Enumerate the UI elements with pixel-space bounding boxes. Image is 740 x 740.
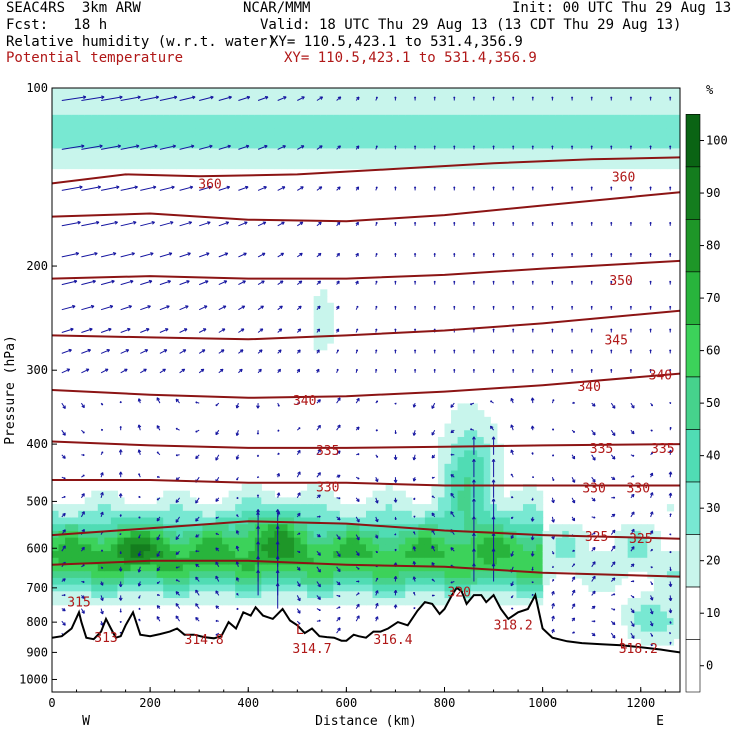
wind-vectors — [61, 95, 673, 647]
x-tick-label: 1000 — [528, 696, 557, 710]
x-axis-label: Distance (km) — [315, 714, 417, 729]
colorbar-swatch — [685, 219, 701, 273]
contour-label: 318.2 — [619, 642, 658, 657]
contour-label: 340 — [649, 368, 672, 383]
theta-contour-340 — [52, 372, 680, 399]
colorbar-swatch — [685, 271, 701, 325]
contour-label: 325 — [585, 530, 608, 545]
y-tick-label: 400 — [26, 437, 48, 451]
colorbar-label: 80 — [706, 239, 720, 253]
init-time: Init: 00 UTC Thu 29 Aug 13 — [512, 0, 732, 16]
colorbar-swatch — [685, 481, 701, 535]
contour-label: 340 — [577, 380, 600, 395]
contour-label: 313 — [94, 631, 117, 646]
theta-contour-350 — [52, 259, 680, 280]
contour-labels: 360 360 350 345 340 340 340 335 335 335 330 330 330 3… — [67, 170, 674, 657]
colorbar-swatch — [685, 376, 701, 430]
theta-contour-335 — [52, 440, 680, 449]
colorbar-label: 10 — [706, 606, 720, 620]
contour-label: 360 — [198, 177, 221, 192]
colorbar-swatch — [685, 639, 701, 693]
colorbar-label: 50 — [706, 396, 720, 410]
colorbar-label: 100 — [706, 134, 728, 148]
axes: 0 200 400 600 800 1000 1200 100 200 300 400 500 600 7… — [19, 81, 666, 710]
field2-xy: XY= 110.5,423.1 to 531.4,356.9 — [284, 50, 537, 66]
colorbar-label: 70 — [706, 291, 720, 305]
x-tick-label: 400 — [237, 696, 259, 710]
y-tick-label: 500 — [26, 494, 48, 508]
terrain-surface — [52, 586, 680, 692]
y-tick-label: 700 — [26, 581, 48, 595]
colorbar-swatch — [685, 429, 701, 483]
theta-contour-345 — [52, 309, 680, 341]
colorbar-swatch — [685, 534, 701, 588]
theta-contours — [52, 156, 680, 578]
contour-label: 314.7 — [292, 642, 331, 657]
low-marker: L — [620, 638, 628, 653]
field2-name: Potential temperature — [6, 50, 184, 66]
y-axis-label: Pressure (hPa) — [3, 335, 18, 445]
terrain-line — [52, 586, 680, 654]
humidity-field — [52, 88, 680, 646]
contour-label: 325 — [629, 532, 652, 547]
contour-label: 335 — [316, 444, 339, 459]
colorbar-swatch — [685, 166, 701, 220]
colorbar-swatch — [685, 586, 701, 640]
plot-frame — [51, 87, 681, 693]
contour-label: 315 — [67, 595, 90, 610]
colorbar-label: 30 — [706, 501, 720, 515]
colorbar: 0 10 20 30 40 50 60 70 80 90 100% — [685, 83, 728, 693]
contour-label: 314.8 — [185, 633, 224, 648]
field1-xy: XY= 110.5,423.1 to 531.4,356.9 — [270, 34, 523, 50]
contour-label: 330 — [627, 482, 650, 497]
x-tick-label: 200 — [139, 696, 161, 710]
contour-label: 330 — [316, 481, 339, 496]
valid-time: Valid: 18 UTC Thu 29 Aug 13 (13 CDT Thu … — [260, 17, 682, 33]
colorbar-label: 90 — [706, 186, 720, 200]
colorbar-label: 0 — [706, 659, 713, 673]
theta-contour-320 — [52, 559, 680, 578]
contour-label: 335 — [651, 442, 674, 457]
colorbar-label: 40 — [706, 449, 720, 463]
contour-label: 316.4 — [373, 633, 412, 648]
x-left-endpoint: W — [82, 714, 90, 729]
colorbar-label: 60 — [706, 344, 720, 358]
low-marker: L — [296, 623, 304, 638]
x-right-endpoint: E — [656, 714, 664, 729]
field1-name: Relative humidity (w.r.t. water) — [6, 34, 276, 50]
contour-label: 360 — [612, 170, 635, 185]
theta-contour-325 — [52, 520, 680, 540]
colorbar-label: 20 — [706, 554, 720, 568]
org-label: NCAR/MMM — [243, 0, 311, 16]
below-ground-mask — [52, 587, 680, 692]
theta-contour-355 — [52, 191, 680, 223]
theta-contour-330 — [52, 479, 680, 487]
colorbar-swatch — [685, 114, 701, 168]
colorbar-swatch — [685, 323, 701, 378]
contour-label: 318.2 — [494, 619, 533, 634]
y-tick-label: 800 — [26, 615, 48, 629]
contour-label: 330 — [582, 482, 605, 497]
y-tick-label: 300 — [26, 363, 48, 377]
model-title: SEAC4RS 3km ARW — [6, 0, 141, 16]
contour-label: 345 — [604, 333, 627, 348]
forecast-hour: Fcst: 18 h — [6, 17, 108, 33]
y-tick-label: 600 — [26, 541, 48, 555]
x-tick-label: 1200 — [626, 696, 655, 710]
y-tick-label: 1000 — [19, 672, 48, 686]
y-tick-label: 100 — [26, 81, 48, 95]
y-tick-label: 200 — [26, 259, 48, 273]
colorbar-unit: % — [706, 83, 714, 97]
contour-label: 320 — [447, 586, 470, 601]
theta-contour-360 — [52, 156, 680, 185]
x-tick-label: 0 — [48, 696, 55, 710]
x-tick-label: 600 — [336, 696, 358, 710]
contour-label: 335 — [590, 442, 613, 457]
contour-label: 340 — [293, 394, 316, 409]
y-tick-label: 900 — [26, 645, 48, 659]
x-tick-label: 800 — [434, 696, 456, 710]
contour-label: 350 — [609, 274, 632, 289]
